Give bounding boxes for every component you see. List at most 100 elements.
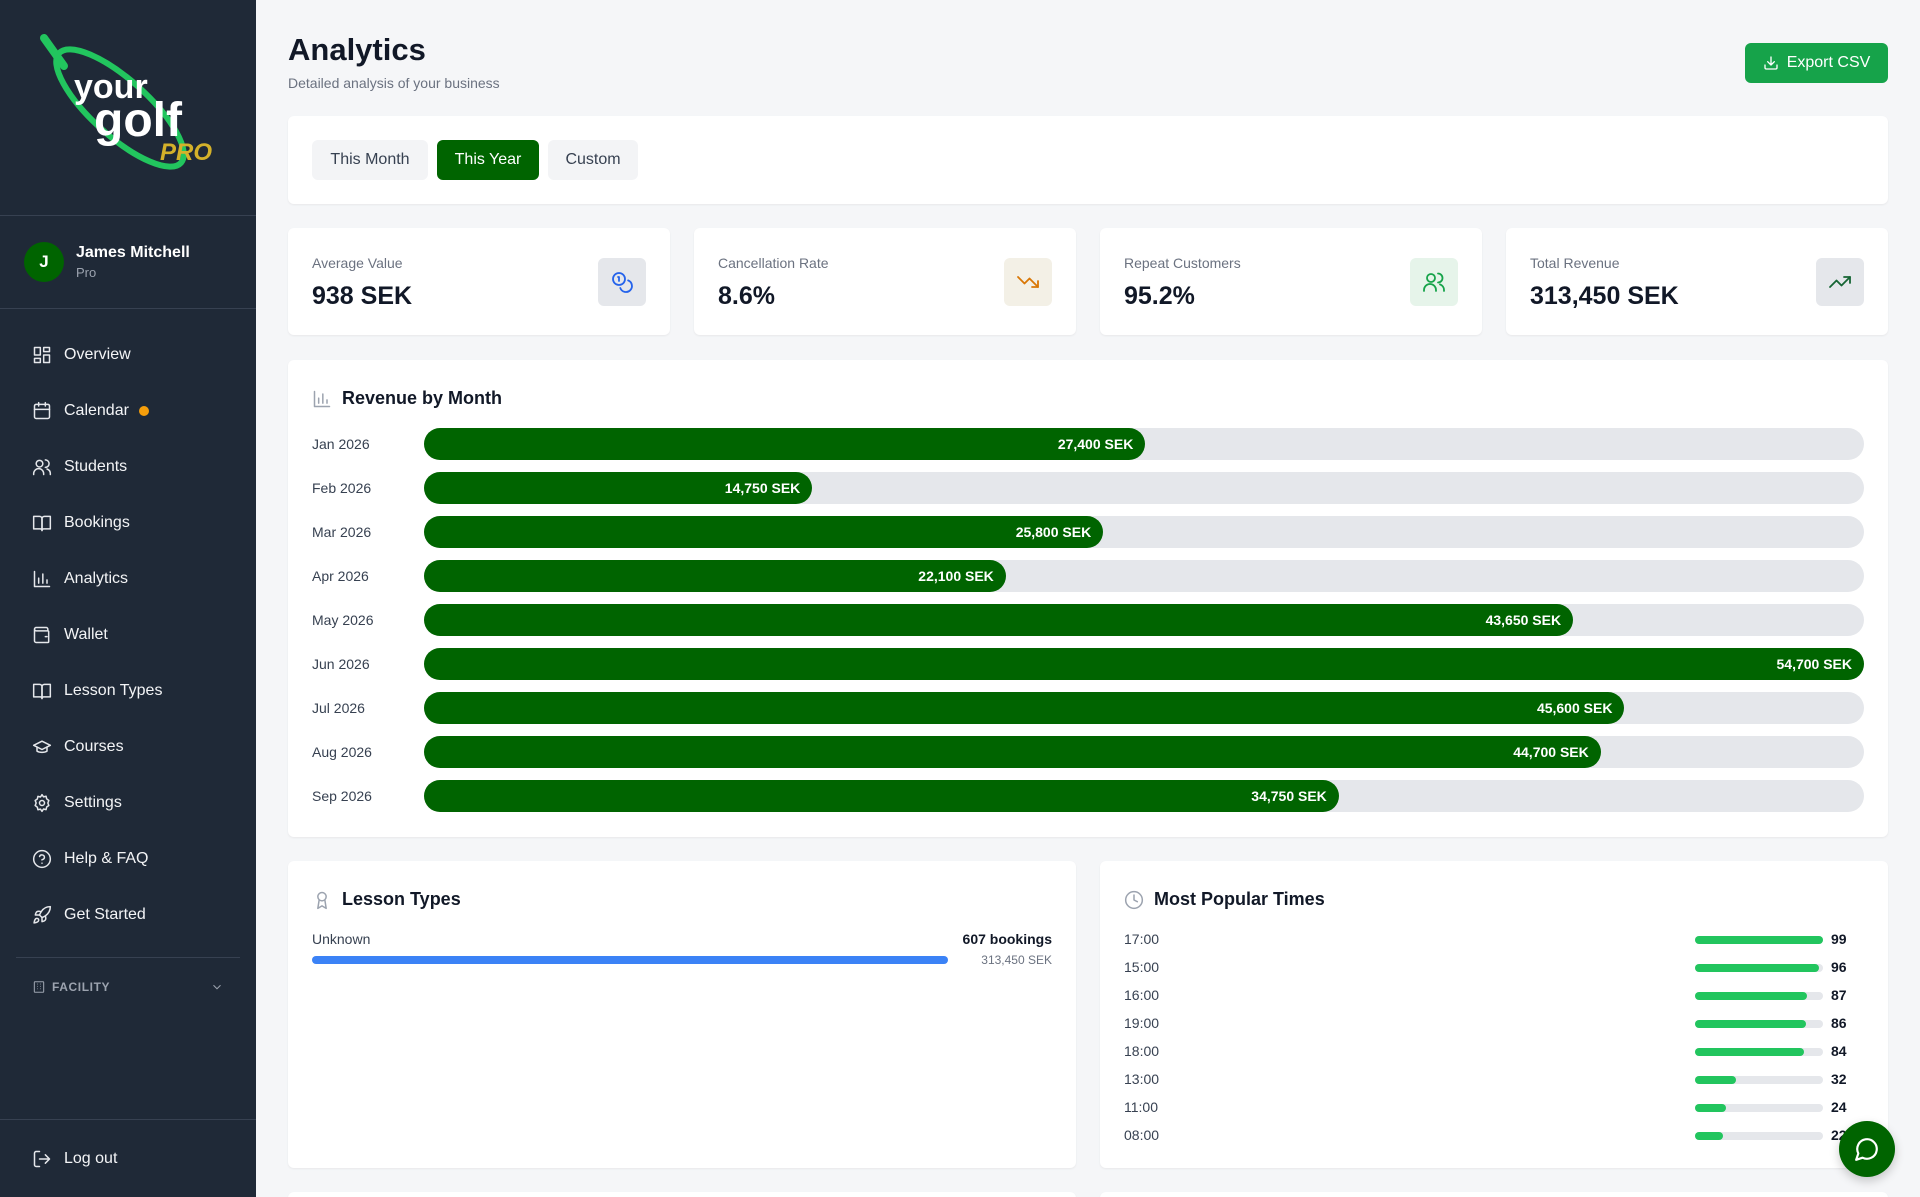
revenue-month-label: Jun 2026	[312, 656, 370, 672]
popular-time-row: 17:00 99	[1124, 929, 1864, 949]
popular-time-label: 16:00	[1124, 987, 1160, 1003]
revenue-bar-track: 25,800 SEK	[424, 516, 1864, 548]
sidebar-item-label: Wallet	[64, 626, 108, 643]
svg-text:your: your	[74, 68, 148, 106]
popular-times-title-text: Most Popular Times	[1154, 889, 1325, 909]
revenue-row: Jul 2026 45,600 SEK	[312, 692, 1864, 724]
lesson-types-title-text: Lesson Types	[342, 889, 461, 909]
svg-text:golf: golf	[94, 94, 183, 147]
sidebar-item-wallet[interactable]: Wallet	[0, 607, 256, 663]
sidebar-item-students[interactable]: Students	[0, 439, 256, 495]
revenue-month-label: Mar 2026	[312, 524, 372, 540]
popular-time-track	[1695, 1132, 1823, 1140]
filter-this-month[interactable]: This Month	[312, 140, 428, 180]
sidebar-item-label: Analytics	[64, 570, 129, 587]
download-icon	[1764, 56, 1778, 70]
sidebar-item-label: Get Started	[64, 906, 146, 923]
revenue-bar-track: 22,100 SEK	[424, 560, 1864, 592]
period-filter: This Month This Year Custom	[288, 116, 1888, 204]
sidebar-item-calendar[interactable]: Calendar	[0, 383, 256, 439]
popular-time-track	[1695, 964, 1823, 972]
revenue-row: Jun 2026 54,700 SEK	[312, 648, 1864, 680]
logout-button[interactable]: Log out	[0, 1119, 256, 1197]
sidebar-item-get-started[interactable]: Get Started	[0, 887, 256, 943]
popular-time-label: 11:00	[1124, 1099, 1158, 1115]
page-title: Analytics	[288, 32, 426, 67]
export-csv-button[interactable]: Export CSV	[1745, 43, 1888, 83]
revenue-row: May 2026 43,650 SEK	[312, 604, 1864, 636]
stat-label: Cancellation Rate	[718, 255, 829, 271]
sidebar-item-label: Courses	[64, 738, 124, 755]
stat-icon-box	[1004, 258, 1052, 306]
sidebar-item-settings[interactable]: Settings	[0, 775, 256, 831]
popular-times-title: Most Popular Times	[1124, 889, 1325, 910]
user-profile[interactable]: J James Mitchell Pro	[0, 216, 256, 309]
popular-time-bar	[1695, 936, 1823, 944]
revenue-month-label: Jul 2026	[312, 700, 365, 716]
revenue-bar-track: 14,750 SEK	[424, 472, 1864, 504]
facility-label: FACILITY	[52, 980, 111, 994]
sidebar-item-overview[interactable]: Overview	[0, 327, 256, 383]
filter-this-year[interactable]: This Year	[437, 140, 539, 180]
sidebar-item-courses[interactable]: Courses	[0, 719, 256, 775]
sidebar-item-bookings[interactable]: Bookings	[0, 495, 256, 551]
popular-time-count: 87	[1831, 987, 1847, 1003]
popular-time-row: 13:00 32	[1124, 1069, 1864, 1089]
building-icon	[33, 981, 45, 993]
stat-card-cancellation-rate: Cancellation Rate 8.6%	[694, 228, 1076, 335]
popular-time-bar	[1695, 1076, 1737, 1084]
sidebar-item-label: Lesson Types	[64, 682, 163, 699]
revenue-bar: 22,100 SEK	[424, 560, 1006, 592]
user-role: Pro	[76, 265, 97, 280]
stat-card-average-value: Average Value 938 SEK	[288, 228, 670, 335]
chat-icon	[1855, 1138, 1878, 1161]
wallet-icon	[33, 626, 50, 644]
bar-chart-icon	[33, 570, 51, 588]
popular-time-bar	[1695, 1020, 1807, 1028]
popular-time-count: 99	[1831, 931, 1847, 947]
logout-label: Log out	[64, 1149, 118, 1167]
revenue-title-text: Revenue by Month	[342, 388, 503, 408]
popular-time-track	[1695, 1076, 1823, 1084]
sidebar-item-analytics[interactable]: Analytics	[0, 551, 256, 607]
trending-up-icon	[1829, 276, 1851, 288]
revenue-bar-value: 44,700 SEK	[1513, 744, 1589, 760]
facility-section-toggle[interactable]: FACILITY	[16, 957, 240, 994]
revenue-bar-track: 44,700 SEK	[424, 736, 1864, 768]
chat-button[interactable]	[1839, 1121, 1895, 1177]
revenue-bar: 34,750 SEK	[424, 780, 1339, 812]
calendar-icon	[33, 401, 51, 420]
filter-custom[interactable]: Custom	[548, 140, 638, 180]
revenue-bar-track: 43,650 SEK	[424, 604, 1864, 636]
sidebar-item-label: Help & FAQ	[64, 850, 149, 867]
lesson-type-revenue: 313,450 SEK	[981, 953, 1052, 967]
next-card-partial	[1100, 1192, 1888, 1197]
clock-icon	[1124, 890, 1144, 909]
popular-time-track	[1695, 1104, 1823, 1112]
popular-time-row: 08:00 22	[1124, 1125, 1864, 1145]
yourgolf-pro-logo[interactable]: your golf PRO	[34, 26, 214, 182]
revenue-bar-track: 27,400 SEK	[424, 428, 1864, 460]
sidebar-item-help[interactable]: Help & FAQ	[0, 831, 256, 887]
stat-label: Average Value	[312, 255, 403, 271]
popular-time-label: 18:00	[1124, 1043, 1160, 1059]
revenue-month-label: May 2026	[312, 612, 374, 628]
svg-text:PRO: PRO	[160, 139, 212, 166]
revenue-bar: 27,400 SEK	[424, 428, 1146, 460]
popular-time-bar	[1695, 964, 1820, 972]
export-label: Export CSV	[1786, 54, 1871, 71]
revenue-bar: 43,650 SEK	[424, 604, 1574, 636]
popular-time-count: 24	[1831, 1099, 1847, 1115]
popular-time-row: 19:00 86	[1124, 1013, 1864, 1033]
sidebar-item-lesson-types[interactable]: Lesson Types	[0, 663, 256, 719]
stat-value: 95.2%	[1124, 282, 1195, 310]
revenue-row: Feb 2026 14,750 SEK	[312, 472, 1864, 504]
stat-card-repeat-customers: Repeat Customers 95.2%	[1100, 228, 1482, 335]
sidebar-item-label: Bookings	[64, 514, 130, 531]
lesson-types-title: Lesson Types	[312, 889, 461, 910]
popular-time-bar	[1695, 1048, 1804, 1056]
revenue-card-title: Revenue by Month	[312, 388, 502, 409]
book-icon	[32, 515, 52, 532]
page-subtitle: Detailed analysis of your business	[288, 75, 500, 91]
revenue-bar-track: 45,600 SEK	[424, 692, 1864, 724]
